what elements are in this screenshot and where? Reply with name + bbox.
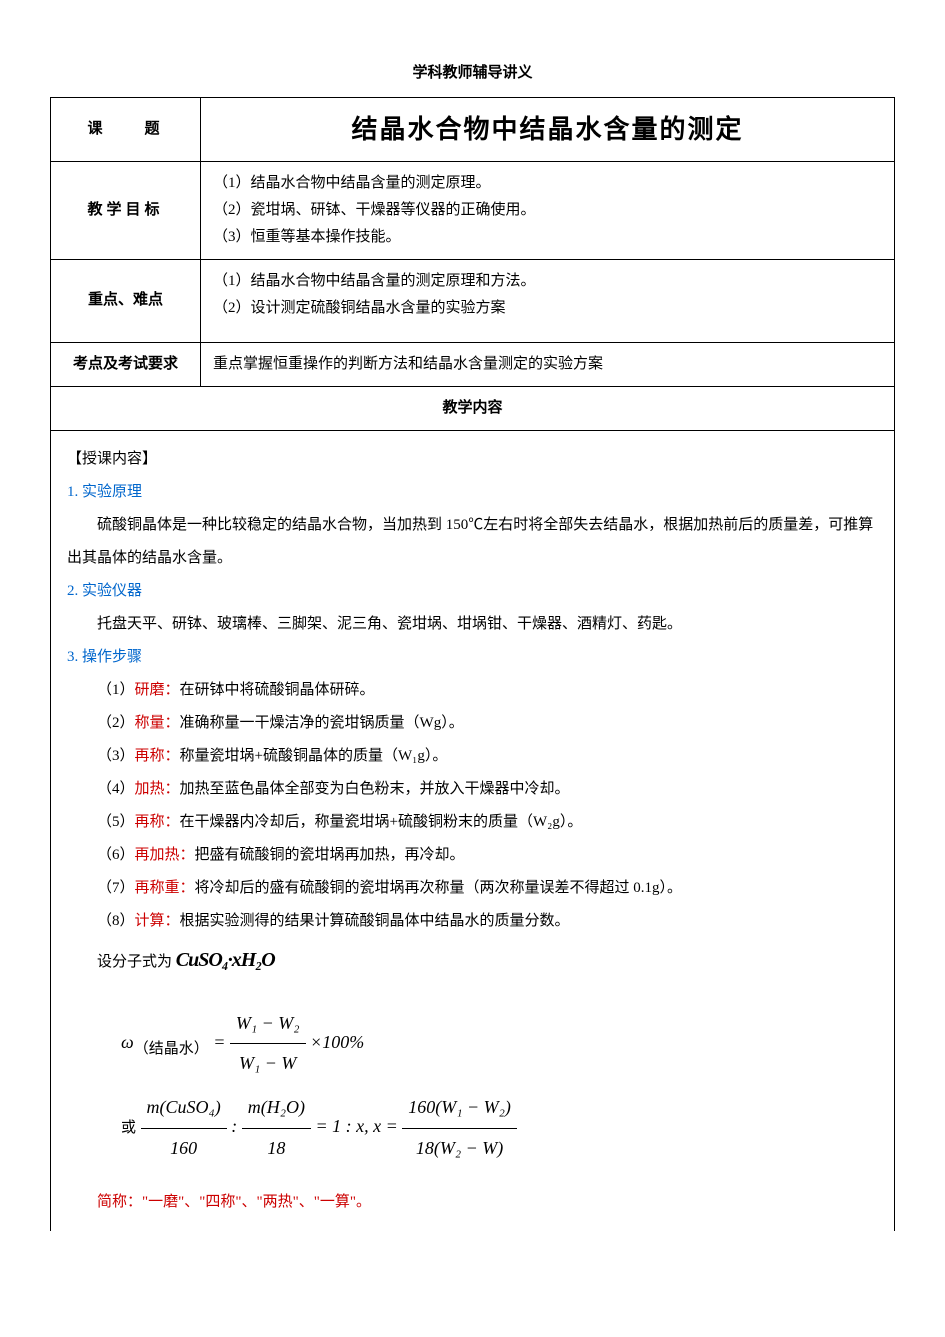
keypoint-item: （2）设计测定硫酸铜结晶水含量的实验方案 [213,295,882,322]
frac2a-den: 160 [141,1129,227,1169]
section-2-body: 托盘天平、研钵、玻璃棒、三脚架、泥三角、瓷坩埚、坩埚钳、干燥器、酒精灯、药匙。 [67,608,878,641]
label-exam: 考点及考试要求 [51,342,201,386]
step-1: （1）研磨：在研钵中将硫酸铜晶体研碎。 [67,674,878,707]
step-6: （6）再加热：把盛有硫酸铜的瓷坩埚再加热，再冷却。 [67,839,878,872]
times-100: ×100% [310,1032,364,1052]
fraction-2b: m(H₂O) 18 [242,1088,311,1168]
step-text: 在干燥器内冷却后，称量瓷坩埚+硫酸铜粉末的质量（W₂g）。 [180,814,583,830]
step-text: 将冷却后的盛有硫酸铜的瓷坩埚再次称量（两次称量误差不得超过 0.1g）。 [195,880,683,896]
step-keyword: 研磨： [135,682,180,698]
content-body: 【授课内容】 1. 实验原理 硫酸铜晶体是一种比较稳定的结晶水合物，当加热到 1… [51,430,895,1231]
step-keyword: 计算： [135,913,180,929]
frac3-num: 160(W₁ − W₂) [402,1088,517,1129]
step-text: 称量瓷坩埚+硫酸铜晶体的质量（W₁g）。 [180,748,448,764]
molecular-formula: CuSO₄·xH₂O [176,949,275,971]
equals-sign: = [213,1032,225,1052]
omega-subscript: （结晶水） [134,1041,209,1057]
section-3-title: 3. 操作步骤 [67,641,878,674]
label-objectives: 教学目标 [51,161,201,259]
frac2b-den: 18 [242,1129,311,1169]
step-keyword: 加热： [135,781,180,797]
step-num: （3） [97,748,135,764]
keypoints-content: （1）结晶水合物中结晶含量的测定原理和方法。 （2）设计测定硫酸铜结晶水含量的实… [201,259,895,342]
summary-line: 简称："一磨"、"四称"、"两热"、"一算"。 [67,1186,878,1219]
section-2-title: 2. 实验仪器 [67,575,878,608]
fraction-1: W₁ − W₂ W₁ − W [230,1004,306,1084]
step-text: 把盛有硫酸铜的瓷坩埚再加热，再冷却。 [195,847,465,863]
row-content-body: 【授课内容】 1. 实验原理 硫酸铜晶体是一种比较稳定的结晶水合物，当加热到 1… [51,430,895,1231]
step-keyword: 再称： [135,748,180,764]
label-keypoints: 重点、难点 [51,259,201,342]
document-title: 学科教师辅导讲义 [50,60,895,87]
eq-1x: = 1 : x, x = [316,1116,398,1136]
step-3: （3）再称：称量瓷坩埚+硫酸铜晶体的质量（W₁g）。 [67,740,878,773]
colon: : [231,1116,237,1136]
frac3-den: 18(W₂ − W) [402,1129,517,1169]
step-keyword: 再称重： [135,880,195,896]
step-num: （4） [97,781,135,797]
objective-item: （3）恒重等基本操作技能。 [213,224,882,251]
formula-ratio: 或 m(CuSO₄) 160 : m(H₂O) 18 = 1 : x, x = … [67,1088,878,1168]
lecture-heading: 【授课内容】 [67,443,878,476]
topic-title: 结晶水合物中结晶水含量的测定 [201,98,895,162]
frac1-num: W₁ − W₂ [230,1004,306,1045]
step-num: （7） [97,880,135,896]
formula-intro: 设分子式为 [97,954,172,970]
row-keypoints: 重点、难点 （1）结晶水合物中结晶含量的测定原理和方法。 （2）设计测定硫酸铜结… [51,259,895,342]
step-text: 准确称量一干燥洁净的瓷坩锅质量（Wg）。 [180,715,464,731]
or-label: 或 [121,1120,136,1136]
label-topic: 课 题 [51,98,201,162]
step-7: （7）再称重：将冷却后的盛有硫酸铜的瓷坩埚再次称量（两次称量误差不得超过 0.1… [67,872,878,905]
row-objectives: 教学目标 （1）结晶水合物中结晶含量的测定原理。 （2）瓷坩埚、研钵、干燥器等仪… [51,161,895,259]
frac1-den: W₁ − W [230,1044,306,1084]
step-text: 加热至蓝色晶体全部变为白色粉末，并放入干燥器中冷却。 [180,781,570,797]
step-num: （2） [97,715,135,731]
objective-item: （1）结晶水合物中结晶含量的测定原理。 [213,170,882,197]
exam-content: 重点掌握恒重操作的判断方法和结晶水含量测定的实验方案 [201,342,895,386]
step-num: （8） [97,913,135,929]
row-content-header: 教学内容 [51,386,895,430]
frac2a-num: m(CuSO₄) [141,1088,227,1129]
step-num: （1） [97,682,135,698]
fraction-2a: m(CuSO₄) 160 [141,1088,227,1168]
step-8: （8）计算：根据实验测得的结果计算硫酸铜晶体中结晶水的质量分数。 [67,905,878,938]
frac2b-num: m(H₂O) [242,1088,311,1129]
step-keyword: 再称： [135,814,180,830]
step-4: （4）加热：加热至蓝色晶体全部变为白色粉末，并放入干燥器中冷却。 [67,773,878,806]
section-1-body: 硫酸铜晶体是一种比较稳定的结晶水合物，当加热到 150℃左右时将全部失去结晶水，… [67,509,878,575]
step-num: （6） [97,847,135,863]
step-keyword: 称量： [135,715,180,731]
row-exam: 考点及考试要求 重点掌握恒重操作的判断方法和结晶水含量测定的实验方案 [51,342,895,386]
lesson-table: 课 题 结晶水合物中结晶水含量的测定 教学目标 （1）结晶水合物中结晶含量的测定… [50,97,895,1231]
section-1-title: 1. 实验原理 [67,476,878,509]
formula-intro-line: 设分子式为 CuSO₄·xH₂O [67,938,878,982]
step-2: （2）称量：准确称量一干燥洁净的瓷坩锅质量（Wg）。 [67,707,878,740]
objective-item: （2）瓷坩埚、研钵、干燥器等仪器的正确使用。 [213,197,882,224]
keypoint-item: （1）结晶水合物中结晶含量的测定原理和方法。 [213,268,882,295]
formula-omega: ω（结晶水） = W₁ − W₂ W₁ − W ×100% [67,1004,878,1084]
omega-symbol: ω [121,1032,134,1052]
step-5: （5）再称：在干燥器内冷却后，称量瓷坩埚+硫酸铜粉末的质量（W₂g）。 [67,806,878,839]
step-num: （5） [97,814,135,830]
step-text: 在研钵中将硫酸铜晶体研碎。 [180,682,375,698]
step-keyword: 再加热： [135,847,195,863]
step-text: 根据实验测得的结果计算硫酸铜晶体中结晶水的质量分数。 [180,913,570,929]
row-topic: 课 题 结晶水合物中结晶水含量的测定 [51,98,895,162]
fraction-3: 160(W₁ − W₂) 18(W₂ − W) [402,1088,517,1168]
content-header: 教学内容 [51,386,895,430]
objectives-content: （1）结晶水合物中结晶含量的测定原理。 （2）瓷坩埚、研钵、干燥器等仪器的正确使… [201,161,895,259]
